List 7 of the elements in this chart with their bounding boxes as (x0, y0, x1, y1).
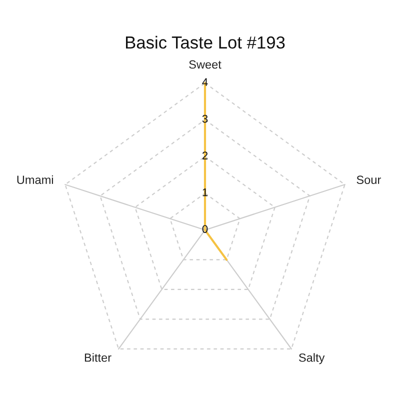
spoke-label: Bitter (84, 353, 112, 362)
y-tick-label: 4 (202, 78, 208, 86)
spoke-label: Sweet (189, 60, 222, 69)
spoke-label: Sour (356, 176, 381, 184)
chart-title: Basic Taste Lot #193 (126, 36, 285, 49)
spoke-label: Salty (298, 353, 325, 364)
spoke-label: Umami (17, 175, 53, 184)
